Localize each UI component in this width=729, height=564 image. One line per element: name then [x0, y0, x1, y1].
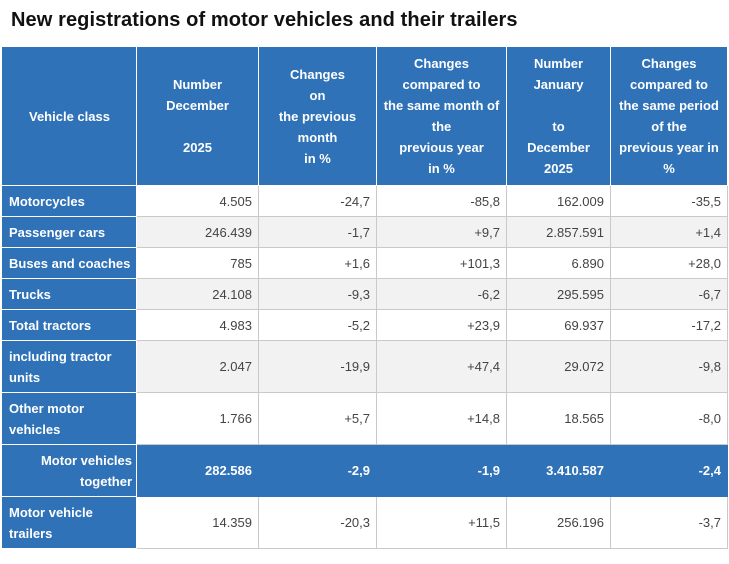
- cell-value: -85,8: [376, 185, 507, 217]
- header-line: Number: [533, 56, 584, 71]
- header-vehicle-class: Vehicle class: [2, 46, 137, 186]
- header-line: December: [527, 140, 590, 155]
- cell-value: -1,7: [258, 216, 377, 248]
- header-change-same-month: Changes compared to the same month of th…: [376, 46, 507, 186]
- header-line: in %: [304, 150, 331, 166]
- cell-value: -20,3: [258, 496, 377, 549]
- header-line: of the: [651, 119, 687, 134]
- cell-value: 246.439: [136, 216, 259, 248]
- row-label: Motor vehicles together: [2, 444, 137, 497]
- cell-value: -3,7: [610, 496, 728, 549]
- cell-value: +14,8: [376, 392, 507, 445]
- header-line: compared to: [402, 77, 481, 92]
- header-line: previous year: [399, 140, 484, 155]
- page-title: New registrations of motor vehicles and …: [11, 9, 518, 31]
- cell-value: 14.359: [136, 496, 259, 549]
- row-label: Passenger cars: [2, 216, 137, 248]
- header-line: January: [533, 77, 584, 92]
- cell-value: -1,9: [376, 444, 507, 497]
- header-line: December: [166, 98, 229, 113]
- cell-value: -9,3: [258, 278, 377, 310]
- header-line: 2025: [544, 161, 573, 176]
- cell-value: -17,2: [610, 309, 728, 341]
- cell-value: 2.047: [136, 340, 259, 393]
- cell-value: 295.595: [506, 278, 611, 310]
- cell-value: +23,9: [376, 309, 507, 341]
- cell-value: 282.586: [136, 444, 259, 497]
- table-row: Passenger cars 246.439 -1,7 +9,7 2.857.5…: [2, 216, 728, 248]
- header-change-same-period: Changes compared to the same period of t…: [610, 46, 728, 186]
- cell-value: -24,7: [258, 185, 377, 217]
- row-label: including tractor units: [2, 340, 137, 393]
- cell-value: -19,9: [258, 340, 377, 393]
- total-row: Motor vehicles together 282.586 -2,9 -1,…: [2, 444, 728, 497]
- header-line: [137, 116, 258, 137]
- row-label: Motorcycles: [2, 185, 137, 217]
- header-line: the previous: [278, 108, 357, 124]
- header-line: the same month of: [383, 98, 500, 113]
- cell-value: 256.196: [506, 496, 611, 549]
- cell-value: -5,2: [258, 309, 377, 341]
- cell-value: +28,0: [610, 247, 728, 279]
- table-row: Motor vehicle trailers 14.359 -20,3 +11,…: [2, 496, 728, 549]
- header-line: month: [297, 129, 338, 145]
- cell-value: +1,6: [258, 247, 377, 279]
- row-label: Other motor vehicles: [2, 392, 137, 445]
- header-line: %: [663, 161, 675, 176]
- header-number-jan-dec: Number January to December 2025: [506, 46, 611, 186]
- cell-value: -2,9: [258, 444, 377, 497]
- cell-value: 4.505: [136, 185, 259, 217]
- cell-value: +9,7: [376, 216, 507, 248]
- header-line: Changes: [290, 66, 345, 82]
- table-row: Motorcycles 4.505 -24,7 -85,8 162.009 -3…: [2, 185, 728, 217]
- cell-value: -8,0: [610, 392, 728, 445]
- header-line: previous year in: [619, 140, 719, 155]
- header-line: in %: [428, 161, 455, 176]
- header-line: compared to: [629, 77, 708, 92]
- cell-value: 29.072: [506, 340, 611, 393]
- table-row: Trucks 24.108 -9,3 -6,2 295.595 -6,7: [2, 278, 728, 310]
- cell-value: 18.565: [506, 392, 611, 445]
- cell-value: 2.857.591: [506, 216, 611, 248]
- registrations-table: Vehicle class Number December 2025 Chang…: [2, 46, 728, 549]
- cell-value: 4.983: [136, 309, 259, 341]
- header-number-december: Number December 2025: [136, 46, 259, 186]
- cell-value: -35,5: [610, 185, 728, 217]
- header-line: on: [309, 87, 326, 103]
- header-line: Changes: [414, 56, 469, 71]
- cell-value: +47,4: [376, 340, 507, 393]
- cell-value: -9,8: [610, 340, 728, 393]
- cell-value: -6,2: [376, 278, 507, 310]
- cell-value: -6,7: [610, 278, 728, 310]
- header-line: [507, 95, 610, 116]
- header-line: the: [431, 119, 452, 134]
- table-row: Total tractors 4.983 -5,2 +23,9 69.937 -…: [2, 309, 728, 341]
- header-line: the same period: [619, 98, 719, 113]
- header-line: Number: [172, 77, 223, 92]
- table-row: Buses and coaches 785 +1,6 +101,3 6.890 …: [2, 247, 728, 279]
- cell-value: 24.108: [136, 278, 259, 310]
- table-row: Other motor vehicles 1.766 +5,7 +14,8 18…: [2, 392, 728, 445]
- cell-value: -2,4: [610, 444, 728, 497]
- table-row: including tractor units 2.047 -19,9 +47,…: [2, 340, 728, 393]
- header-change-previous-month: Changes on the previous month in %: [258, 46, 377, 186]
- cell-value: +11,5: [376, 496, 507, 549]
- header-line: Changes: [641, 56, 697, 71]
- cell-value: 69.937: [506, 309, 611, 341]
- header-line: to: [552, 119, 565, 134]
- cell-value: 6.890: [506, 247, 611, 279]
- row-label: Total tractors: [2, 309, 137, 341]
- cell-value: 162.009: [506, 185, 611, 217]
- header-line: 2025: [183, 140, 212, 155]
- cell-value: 3.410.587: [506, 444, 611, 497]
- cell-value: 1.766: [136, 392, 259, 445]
- header-row: Vehicle class Number December 2025 Chang…: [2, 46, 728, 186]
- cell-value: 785: [136, 247, 259, 279]
- row-label: Trucks: [2, 278, 137, 310]
- row-label: Buses and coaches: [2, 247, 137, 279]
- cell-value: +5,7: [258, 392, 377, 445]
- row-label: Motor vehicle trailers: [2, 496, 137, 549]
- cell-value: +101,3: [376, 247, 507, 279]
- cell-value: +1,4: [610, 216, 728, 248]
